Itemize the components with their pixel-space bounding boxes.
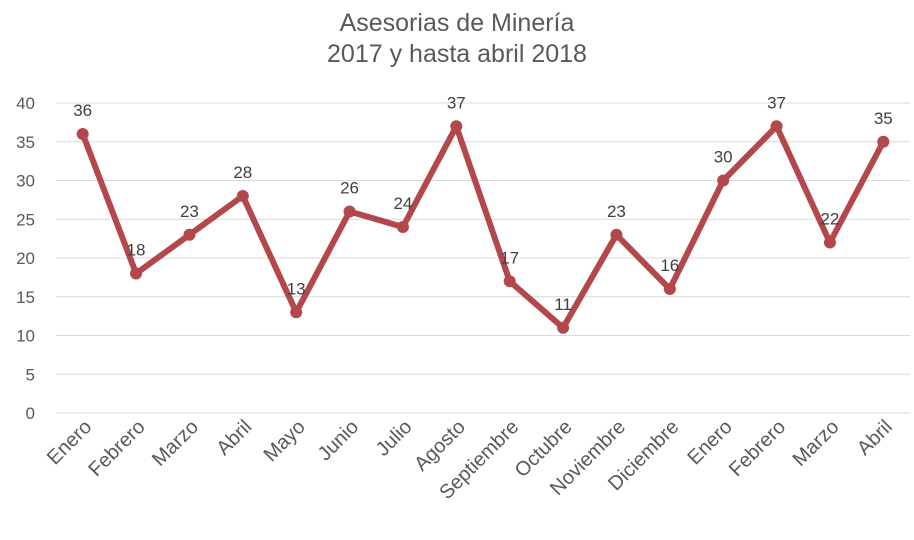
- data-label: 28: [233, 163, 252, 182]
- x-tick-label: Julio: [372, 416, 417, 461]
- x-tick-label: Mayo: [260, 416, 310, 466]
- y-tick-label: 0: [26, 404, 35, 423]
- data-label: 37: [447, 93, 466, 112]
- data-point: [396, 221, 409, 233]
- data-point: [610, 228, 623, 241]
- data-labels: 36 18 23 28 13 26 24 37 17 11 23 16 30 37 22 35: [73, 93, 893, 314]
- data-point: [343, 205, 356, 218]
- series-line: [79, 123, 887, 331]
- data-label: 11: [554, 295, 572, 314]
- y-tick-label: 35: [16, 133, 35, 152]
- data-label: 23: [180, 202, 199, 221]
- x-tick-label: Abril: [853, 416, 897, 460]
- data-point: [290, 306, 303, 319]
- x-tick-label: Febrero: [85, 416, 150, 481]
- y-tick-label: 25: [16, 210, 35, 229]
- data-point: [877, 135, 890, 148]
- series-line-group: [76, 120, 890, 334]
- data-point: [236, 190, 249, 202]
- data-point: [717, 174, 730, 187]
- data-label: 23: [607, 202, 626, 221]
- data-point: [770, 120, 783, 133]
- y-tick-label: 40: [16, 94, 35, 113]
- data-point: [503, 275, 516, 288]
- data-point: [450, 120, 463, 133]
- x-tick-label: Junio: [314, 416, 363, 465]
- y-tick-label: 15: [16, 288, 35, 307]
- y-tick-label: 10: [16, 327, 35, 346]
- chart-title-line-2: 2017 y hasta abril 2018: [327, 40, 587, 68]
- data-point: [663, 283, 676, 295]
- data-label: 37: [767, 93, 786, 112]
- y-tick-label: 30: [16, 172, 35, 191]
- data-label: 26: [340, 179, 359, 198]
- data-label: 16: [660, 256, 679, 275]
- x-tick-label: Abril: [212, 416, 256, 460]
- data-point: [557, 321, 570, 334]
- data-label: 17: [500, 248, 519, 267]
- chart-title: Asesorias de Minería 2017 y hasta abril …: [0, 8, 914, 70]
- data-point: [183, 228, 196, 241]
- data-label: 35: [874, 109, 893, 128]
- x-tick-label: Febrero: [725, 416, 790, 481]
- data-point: [76, 128, 89, 140]
- data-point: [823, 236, 836, 249]
- x-tick-label: Marzo: [148, 416, 203, 471]
- data-label: 36: [73, 101, 92, 120]
- y-tick-label: 5: [26, 365, 35, 384]
- data-label: 24: [393, 194, 412, 213]
- data-point: [130, 267, 143, 280]
- gridlines: [56, 102, 910, 414]
- chart-title-line-1: Asesorias de Minería: [339, 9, 575, 37]
- data-label: 22: [820, 210, 839, 229]
- data-label: 30: [714, 148, 733, 167]
- x-tick-label: Marzo: [789, 416, 844, 471]
- y-tick-label: 20: [16, 249, 35, 268]
- y-axis-tick-labels: 0 5 10 15 20 25 30 35 40: [16, 94, 35, 423]
- data-label: 18: [127, 241, 146, 260]
- data-label: 13: [287, 279, 306, 298]
